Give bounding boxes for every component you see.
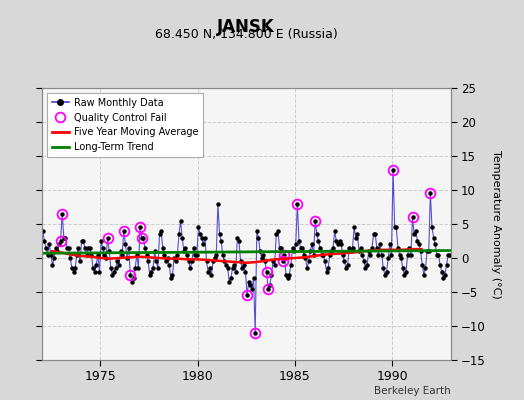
Y-axis label: Temperature Anomaly (°C): Temperature Anomaly (°C) xyxy=(492,150,501,298)
Text: 68.450 N, 134.800 E (Russia): 68.450 N, 134.800 E (Russia) xyxy=(155,28,337,41)
Legend: Raw Monthly Data, Quality Control Fail, Five Year Moving Average, Long-Term Tren: Raw Monthly Data, Quality Control Fail, … xyxy=(47,93,203,157)
Text: Berkeley Earth: Berkeley Earth xyxy=(374,386,451,396)
Text: JANSK: JANSK xyxy=(217,18,275,36)
